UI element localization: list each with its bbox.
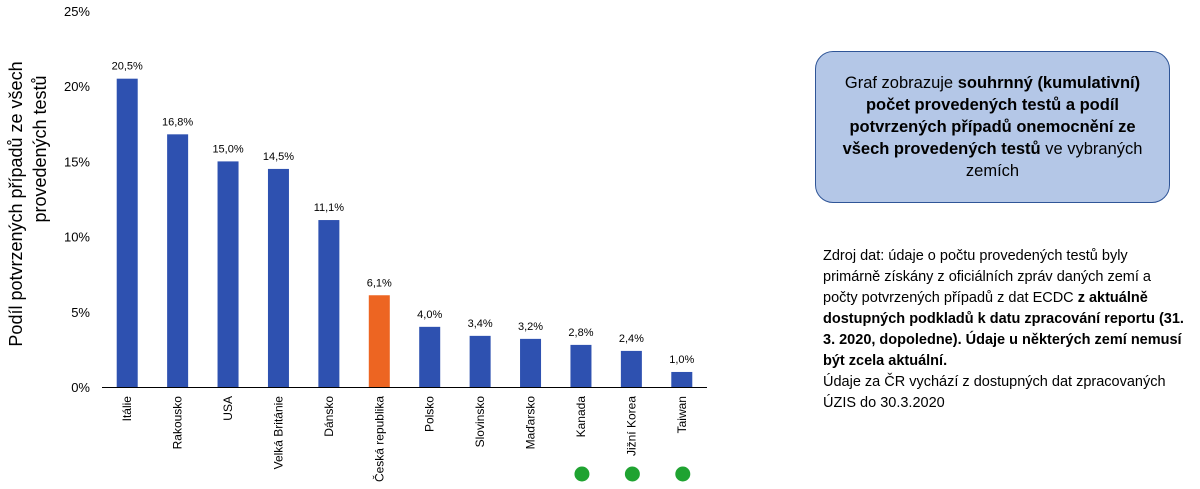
y-tick-label: 25% xyxy=(64,4,90,19)
info-box-text: Graf zobrazuje souhrnný (kumulativní) po… xyxy=(834,72,1151,182)
category-label: Slovinsko xyxy=(473,396,487,448)
category-label: Kanada xyxy=(574,396,588,438)
category-label: Taiwan xyxy=(675,396,689,433)
green-dot-marker xyxy=(574,466,590,482)
data-label: 16,8% xyxy=(162,116,193,128)
green-dot-marker xyxy=(675,466,691,482)
bar xyxy=(620,350,642,387)
category-labels: Itálie Rakousko USA Velká Británie Dánsko Čes… xyxy=(120,396,689,482)
bar xyxy=(267,168,289,387)
bar xyxy=(570,344,592,387)
bar xyxy=(419,326,441,387)
y-axis-label-line-2: provedených testů xyxy=(30,75,50,222)
bar xyxy=(469,335,491,387)
data-label: 15,0% xyxy=(212,143,243,155)
bar-chart: 0% 5% 10% 15% 20% 25% 20,5% 16,8% 15,0% 14,5% 11,… xyxy=(6,4,707,482)
category-label: Polsko xyxy=(423,396,437,432)
y-axis: 0% 5% 10% 15% 20% 25% xyxy=(64,4,90,395)
source-note-part-1: Zdroj dat: údaje o počtu provedených tes… xyxy=(823,248,1151,306)
info-box-text-part-1: Graf zobrazuje xyxy=(844,74,958,92)
data-label: 6,1% xyxy=(367,277,392,289)
y-tick-label: 15% xyxy=(64,154,90,169)
category-label: Itálie xyxy=(120,396,134,422)
source-note-part-2: Údaje za ČR vychází z dostupných dat zpr… xyxy=(823,374,1166,411)
category-label: Rakousko xyxy=(171,396,185,450)
data-label: 4,0% xyxy=(417,309,442,321)
y-axis-label-line-1: Podíl potvrzených případů ze všech xyxy=(6,61,26,346)
category-label: Maďarsko xyxy=(524,396,538,450)
bar xyxy=(217,161,239,387)
bar xyxy=(167,134,189,387)
data-label: 14,5% xyxy=(263,151,294,163)
data-label: 3,2% xyxy=(518,321,543,333)
y-tick-label: 0% xyxy=(71,380,90,395)
data-label: 2,8% xyxy=(568,327,593,339)
category-label: Dánsko xyxy=(322,396,336,437)
bar xyxy=(116,78,138,388)
info-box-text-bold: souhrnný (kumulativní) počet provedených… xyxy=(842,74,1141,158)
data-label: 2,4% xyxy=(619,333,644,345)
category-label: Jižní Korea xyxy=(624,396,638,456)
y-tick-label: 5% xyxy=(71,305,90,320)
data-label: 20,5% xyxy=(112,61,143,73)
source-note-bold: z aktuálně dostupných podkladů k datu zp… xyxy=(823,290,1184,369)
category-label: Velká Británie xyxy=(271,396,285,470)
y-tick-label: 20% xyxy=(64,79,90,94)
category-label: Česká republika xyxy=(371,396,386,482)
data-labels: 20,5% 16,8% 15,0% 14,5% 11,1% 6,1% 4,0% 3,4% 3,2… xyxy=(112,61,695,366)
bars xyxy=(116,78,693,388)
category-label: USA xyxy=(221,396,235,421)
bar xyxy=(671,371,693,387)
bar xyxy=(318,220,340,387)
data-label: 11,1% xyxy=(314,202,345,214)
bar xyxy=(520,338,542,387)
markers xyxy=(574,466,691,482)
green-dot-marker xyxy=(624,466,640,482)
y-tick-label: 10% xyxy=(64,230,90,245)
source-note: Zdroj dat: údaje o počtu provedených tes… xyxy=(823,246,1188,414)
info-box-text-part-2: ve vybraných zemích xyxy=(965,140,1143,180)
bar xyxy=(368,295,390,387)
data-label: 3,4% xyxy=(468,318,493,330)
info-box: Graf zobrazuje souhrnný (kumulativní) po… xyxy=(815,51,1170,203)
data-label: 1,0% xyxy=(669,354,694,366)
